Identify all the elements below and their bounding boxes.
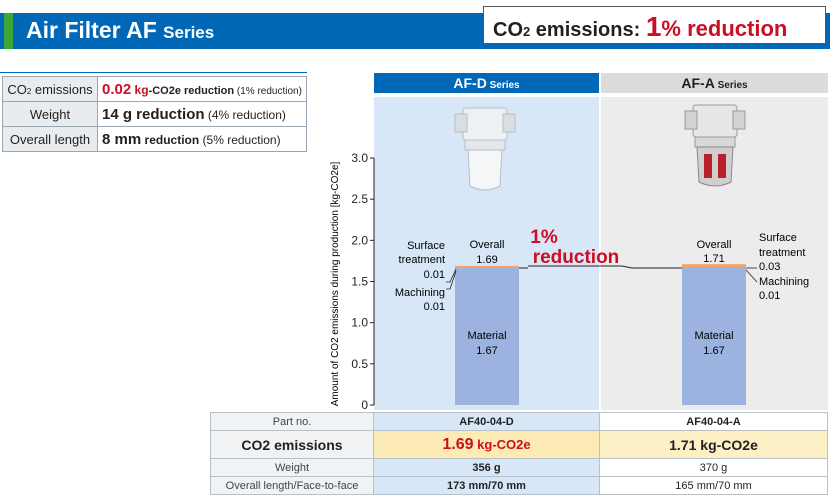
cell-af-a: 1.71 kg-CO2e — [599, 430, 828, 459]
table-row: Weight 356 g 370 g — [210, 458, 828, 477]
cell-af-d: 356 g — [373, 458, 600, 477]
cell-af-a: AF40-04-A — [599, 412, 828, 431]
summary-key: CO2 emissions — [2, 76, 98, 102]
bar-material — [455, 267, 519, 405]
y-tick-label: 2.0 — [351, 233, 368, 247]
summary-key: Overall length — [2, 126, 98, 152]
leader-machining-d — [446, 270, 457, 290]
surface-label-d-2: treatment — [399, 254, 445, 266]
summary-value: 0.02 kg-CO2e reduction (1% reduction) — [97, 76, 307, 102]
cell-af-a: 165 mm/70 mm — [599, 476, 828, 495]
reduction-connector — [528, 265, 682, 269]
product-image-af-a — [684, 104, 746, 187]
y-tick-label: 1.0 — [351, 316, 368, 330]
summary-value: 8 mm reduction (5% reduction) — [97, 126, 307, 152]
y-axis: 0 0.5 1.0 1.5 2.0 2.5 3.0 — [351, 151, 375, 412]
machining-label-a: Machining — [759, 276, 809, 288]
series-header-af-d: AF-D Series — [374, 73, 599, 93]
row-key: Part no. — [210, 412, 374, 431]
table-row: Part no. AF40-04-D AF40-04-A — [210, 412, 828, 431]
table-row: CO2 emissions 1.69 kg-CO2e 1.71 kg-CO2e — [210, 430, 828, 459]
product-image-af-d — [454, 107, 516, 191]
machining-label-d: Machining — [395, 287, 445, 299]
y-tick-label: 0 — [361, 398, 368, 412]
header-accent — [4, 13, 13, 49]
summary-row: CO2 emissions 0.02 kg-CO2e reduction (1%… — [2, 76, 307, 102]
material-value-a: 1.67 — [703, 345, 724, 357]
row-key: Overall length/Face-to-face — [210, 476, 374, 495]
table-row: Overall length/Face-to-face 173 mm/70 mm… — [210, 476, 828, 495]
y-tick-label: 0.5 — [351, 357, 368, 371]
reduction-text: reduction — [533, 247, 620, 268]
overall-value-a: 1.71 — [703, 253, 724, 265]
material-value-d: 1.67 — [476, 345, 497, 357]
y-tick-label: 1.5 — [351, 275, 368, 289]
page-title: Air Filter AF Series — [26, 17, 215, 43]
summary-table: CO2 emissions 0.02 kg-CO2e reduction (1%… — [2, 76, 307, 152]
bar-surface-machining — [455, 265, 519, 268]
cell-af-a: 370 g — [599, 458, 828, 477]
summary-row: Weight 14 g reduction (4% reduction) — [2, 101, 307, 127]
y-axis-label: Amount of CO2 emissions during productio… — [330, 161, 341, 406]
machining-value-a: 0.01 — [759, 290, 780, 302]
overall-value-d: 1.69 — [476, 254, 497, 266]
leader-machining-a — [745, 269, 758, 283]
surface-label-d: Surface — [407, 240, 445, 252]
comparison-table: Part no. AF40-04-D AF40-04-A CO2 emissio… — [210, 412, 828, 495]
y-tick-label: 3.0 — [351, 151, 368, 165]
overall-label-a: Overall — [697, 239, 732, 251]
summary-row: Overall length 8 mm reduction (5% reduct… — [2, 126, 307, 152]
overall-label-d: Overall — [470, 239, 505, 251]
surface-value-d: 0.01 — [424, 269, 445, 281]
emission-badge-text: CO2 emissions: 1% reduction — [493, 11, 788, 42]
summary-value: 14 g reduction (4% reduction) — [97, 101, 307, 127]
leader-surface-d — [446, 268, 457, 283]
machining-value-d: 0.01 — [424, 301, 445, 313]
cell-af-d: 1.69 kg-CO2e — [373, 430, 600, 459]
reduction-value: 1% — [530, 227, 558, 248]
bar-material — [682, 267, 746, 405]
surface-label-a-2: treatment — [759, 247, 805, 259]
cell-af-d: AF40-04-D — [373, 412, 600, 431]
cell-af-d: 173 mm/70 mm — [373, 476, 600, 495]
surface-value-a: 0.03 — [759, 261, 780, 273]
emission-badge — [483, 6, 826, 44]
row-key: CO2 emissions — [210, 430, 374, 459]
summary-rule — [0, 72, 307, 73]
bars — [455, 264, 746, 405]
summary-key: Weight — [2, 101, 98, 127]
material-label-a: Material — [694, 330, 733, 342]
series-header-af-a: AF-A Series — [601, 73, 828, 93]
surface-label-a: Surface — [759, 232, 797, 244]
material-label-d: Material — [467, 330, 506, 342]
bar-surface-machining — [682, 264, 746, 268]
row-key: Weight — [210, 458, 374, 477]
y-tick-label: 2.5 — [351, 192, 368, 206]
